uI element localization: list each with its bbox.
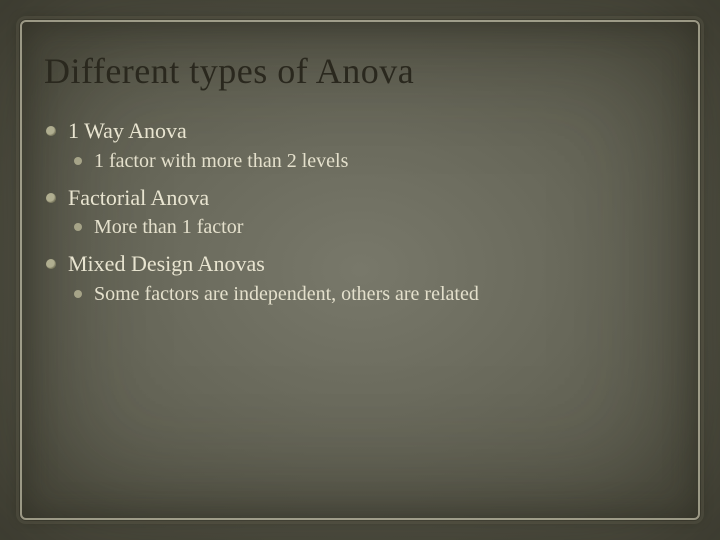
sub-list-item-label: 1 factor with more than 2 levels: [94, 150, 348, 172]
list-item: 1 Way Anova 1 factor with more than 2 le…: [44, 116, 676, 175]
sub-list: Some factors are independent, others are…: [68, 281, 676, 308]
list-item: Factorial Anova More than 1 factor: [44, 183, 676, 242]
sub-list-item: More than 1 factor: [68, 214, 676, 241]
sub-list-item: 1 factor with more than 2 levels: [68, 148, 676, 175]
sub-list: More than 1 factor: [68, 214, 676, 241]
sub-list-item-label: More than 1 factor: [94, 216, 243, 238]
list-item-label: 1 Way Anova: [68, 118, 187, 143]
sub-list-item: Some factors are independent, others are…: [68, 281, 676, 308]
list-item: Mixed Design Anovas Some factors are ind…: [44, 249, 676, 308]
slide: Different types of Anova 1 Way Anova 1 f…: [0, 0, 720, 540]
slide-content: Different types of Anova 1 Way Anova 1 f…: [44, 50, 676, 316]
sub-list-item-label: Some factors are independent, others are…: [94, 283, 479, 305]
sub-list: 1 factor with more than 2 levels: [68, 148, 676, 175]
bullet-list: 1 Way Anova 1 factor with more than 2 le…: [44, 116, 676, 308]
slide-title: Different types of Anova: [44, 50, 676, 92]
list-item-label: Mixed Design Anovas: [68, 251, 265, 276]
list-item-label: Factorial Anova: [68, 185, 209, 210]
